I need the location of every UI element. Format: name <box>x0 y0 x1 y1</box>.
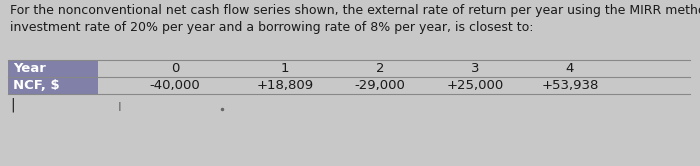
Text: 4: 4 <box>566 62 574 75</box>
Text: 1: 1 <box>281 62 289 75</box>
Text: Year: Year <box>13 62 46 75</box>
Text: 0: 0 <box>171 62 179 75</box>
Text: 3: 3 <box>470 62 480 75</box>
Text: -40,000: -40,000 <box>150 79 200 92</box>
Text: |: | <box>10 98 15 113</box>
Bar <box>8 60 98 77</box>
Text: +18,809: +18,809 <box>256 79 314 92</box>
Text: I: I <box>118 101 122 114</box>
Text: 2: 2 <box>376 62 384 75</box>
Text: +25,000: +25,000 <box>447 79 503 92</box>
Bar <box>8 77 98 94</box>
Text: -29,000: -29,000 <box>355 79 405 92</box>
Text: For the nonconventional net cash flow series shown, the external rate of return : For the nonconventional net cash flow se… <box>10 4 700 35</box>
Text: +53,938: +53,938 <box>541 79 598 92</box>
Text: NCF, $: NCF, $ <box>13 79 60 92</box>
